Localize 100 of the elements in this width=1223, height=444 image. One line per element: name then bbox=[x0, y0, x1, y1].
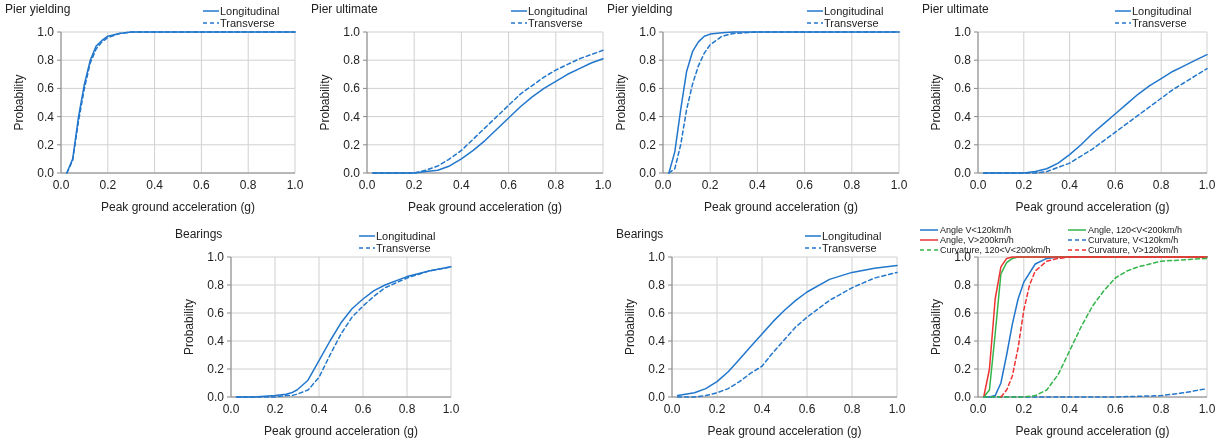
x-axis-title: Peak ground acceleration (g) bbox=[263, 424, 419, 438]
y-tick-label: 0.6 bbox=[954, 81, 972, 96]
x-tick-label: 0.2 bbox=[708, 402, 726, 416]
x-tick-label: 0.2 bbox=[266, 402, 284, 416]
x-tick-label: 0.0 bbox=[969, 178, 987, 192]
x-tick-label: 0.2 bbox=[1015, 402, 1033, 416]
legend-label: Transverse bbox=[220, 17, 275, 29]
chart-title: Bearings bbox=[616, 227, 664, 241]
y-tick-label: 0.8 bbox=[343, 53, 361, 68]
x-tick-label: 1.0 bbox=[890, 178, 908, 192]
x-tick-label: 0.4 bbox=[1061, 178, 1079, 192]
y-tick-label: 0.4 bbox=[648, 334, 666, 348]
y-tick-label: 0.4 bbox=[343, 109, 361, 124]
y-axis-title: Probability bbox=[929, 298, 943, 356]
y-tick-label: 1.0 bbox=[639, 25, 657, 39]
y-axis-title: Probability bbox=[623, 298, 637, 356]
x-axis-title: Peak ground acceleration (g) bbox=[703, 200, 859, 214]
legend-label: Curvature, V>120km/h bbox=[1088, 245, 1179, 255]
legend-label: Transverse bbox=[824, 17, 879, 29]
x-tick-label: 0.2 bbox=[99, 178, 117, 192]
legend-label: Longitudinal bbox=[220, 5, 280, 17]
legend-label: Longitudinal bbox=[376, 230, 436, 242]
y-tick-label: 0.8 bbox=[648, 278, 666, 292]
y-tick-label: 1.0 bbox=[207, 250, 225, 264]
y-tick-label: 0.6 bbox=[343, 81, 361, 96]
chart-title: Pier yielding bbox=[607, 2, 673, 16]
y-tick-label: 0.6 bbox=[639, 81, 657, 96]
x-tick-label: 1.0 bbox=[888, 402, 906, 416]
legend-label: Angle, V>200km/h bbox=[940, 235, 1014, 245]
y-tick-label: 1.0 bbox=[954, 25, 972, 39]
x-tick-label: 0.4 bbox=[453, 178, 471, 192]
y-tick-label: 0.8 bbox=[207, 278, 225, 292]
y-tick-label: 0.4 bbox=[954, 334, 972, 348]
chart-title: Pier ultimate bbox=[922, 2, 990, 16]
x-tick-label: 1.0 bbox=[286, 178, 304, 192]
legend-label: Transverse bbox=[376, 242, 431, 254]
x-tick-label: 0.0 bbox=[969, 402, 987, 416]
x-tick-label: 0.6 bbox=[500, 178, 518, 192]
legend-label: Transverse bbox=[822, 242, 877, 254]
x-tick-label: 0.2 bbox=[1015, 178, 1033, 192]
y-tick-label: 0.0 bbox=[207, 390, 225, 404]
x-tick-label: 0.6 bbox=[1107, 402, 1125, 416]
y-tick-label: 0.2 bbox=[648, 362, 666, 376]
y-tick-label: 0.2 bbox=[954, 137, 972, 152]
legend-label: Longitudinal bbox=[824, 5, 884, 17]
x-tick-label: 0.6 bbox=[1107, 178, 1125, 192]
x-tick-label: 0.8 bbox=[843, 178, 861, 192]
chart-title: Pier ultimate bbox=[311, 2, 379, 16]
y-tick-label: 0.0 bbox=[954, 166, 972, 180]
x-tick-label: 0.6 bbox=[798, 402, 816, 416]
y-axis-title: Probability bbox=[614, 74, 628, 131]
x-tick-label: 0.4 bbox=[753, 402, 771, 416]
y-tick-label: 0.6 bbox=[207, 306, 225, 320]
x-tick-label: 0.8 bbox=[1152, 178, 1170, 192]
y-axis-title: Probability bbox=[929, 74, 943, 131]
y-tick-label: 1.0 bbox=[343, 25, 361, 39]
x-tick-label: 1.0 bbox=[594, 178, 612, 192]
legend-label: Transverse bbox=[528, 17, 583, 29]
y-tick-label: 0.0 bbox=[648, 390, 666, 404]
x-tick-label: 0.0 bbox=[358, 178, 376, 192]
y-axis-title: Probability bbox=[182, 298, 196, 356]
y-tick-label: 0.4 bbox=[954, 109, 972, 124]
x-tick-label: 1.0 bbox=[1198, 178, 1216, 192]
x-axis-title: Peak ground acceleration (g) bbox=[100, 200, 256, 214]
y-tick-label: 0.4 bbox=[639, 109, 657, 124]
y-tick-label: 0.6 bbox=[954, 306, 972, 320]
y-tick-label: 0.0 bbox=[343, 166, 361, 180]
x-tick-label: 0.4 bbox=[146, 178, 164, 192]
y-tick-label: 1.0 bbox=[37, 25, 55, 39]
x-axis-title: Peak ground acceleration (g) bbox=[407, 200, 563, 214]
y-tick-label: 0.2 bbox=[37, 137, 55, 152]
x-tick-label: 1.0 bbox=[1198, 402, 1216, 416]
legend-label: Transverse bbox=[1132, 17, 1187, 29]
x-axis-title: Peak ground acceleration (g) bbox=[1015, 424, 1170, 438]
y-tick-label: 1.0 bbox=[648, 250, 666, 264]
legend-label: Longitudinal bbox=[528, 5, 588, 17]
legend-label: Longitudinal bbox=[1132, 5, 1192, 17]
x-tick-label: 0.6 bbox=[796, 178, 814, 192]
x-tick-label: 0.6 bbox=[354, 402, 372, 416]
x-tick-label: 0.2 bbox=[405, 178, 423, 192]
x-axis-title: Peak ground acceleration (g) bbox=[1015, 200, 1170, 214]
y-tick-label: 0.8 bbox=[954, 53, 972, 68]
y-tick-label: 0.0 bbox=[639, 166, 657, 180]
y-tick-label: 0.6 bbox=[648, 306, 666, 320]
x-tick-label: 0.0 bbox=[663, 402, 681, 416]
y-tick-label: 0.8 bbox=[37, 53, 55, 68]
legend-label: Angle V<120km/h bbox=[940, 225, 1012, 235]
x-tick-label: 0.4 bbox=[310, 402, 328, 416]
y-tick-label: 0.6 bbox=[37, 81, 55, 96]
chart-title: Pier yielding bbox=[5, 2, 71, 16]
x-tick-label: 0.2 bbox=[701, 178, 719, 192]
y-tick-label: 0.2 bbox=[343, 137, 361, 152]
y-tick-label: 0.4 bbox=[37, 109, 55, 124]
x-tick-label: 0.8 bbox=[547, 178, 565, 192]
y-tick-label: 0.0 bbox=[954, 390, 972, 404]
y-axis-title: Probability bbox=[12, 74, 26, 131]
x-tick-label: 0.0 bbox=[52, 178, 70, 192]
y-tick-label: 0.8 bbox=[639, 53, 657, 68]
legend-label: Curvature, 120<V<200km/h bbox=[940, 245, 1051, 255]
y-axis-title: Probability bbox=[318, 74, 332, 131]
